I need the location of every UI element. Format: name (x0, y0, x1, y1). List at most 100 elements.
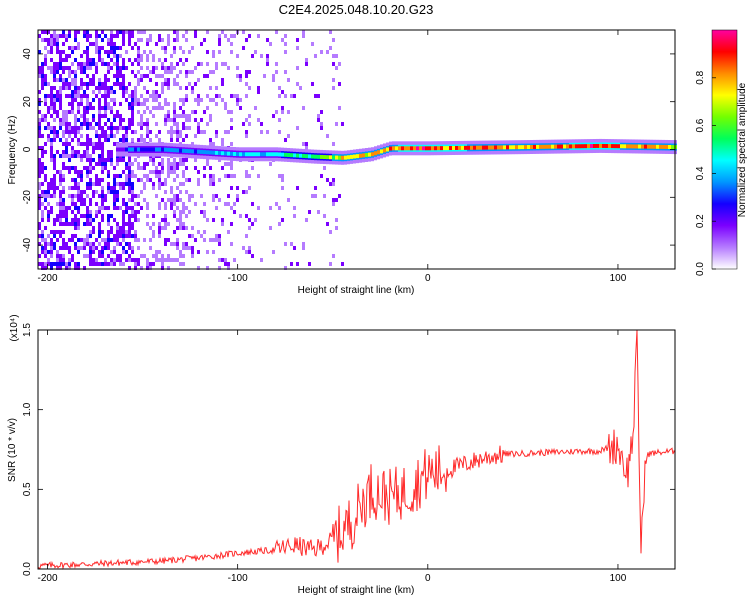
heatmap-cell (215, 206, 218, 210)
heatmap-cell (77, 66, 80, 70)
heatmap-cell (44, 242, 47, 246)
heatmap-cell (65, 126, 68, 130)
heatmap-cell (173, 118, 176, 122)
heatmap-cell (176, 126, 179, 130)
heatmap-ridge-cell (641, 144, 644, 149)
heatmap-cell (158, 234, 161, 238)
heatmap-cell (254, 50, 257, 54)
heatmap-cell (176, 82, 179, 86)
heatmap-cell (206, 62, 209, 66)
heatmap-cell (137, 178, 140, 182)
heatmap-cell (65, 242, 68, 246)
heatmap-cell (149, 138, 152, 142)
heatmap-cell (50, 130, 53, 134)
heatmap-cell (209, 138, 212, 142)
heatmap-cell (59, 50, 62, 54)
heatmap-cell (122, 66, 125, 70)
heatmap-cell (53, 262, 56, 266)
heatmap-cell (53, 158, 56, 162)
heatmap-cell (182, 246, 185, 250)
heatmap-ridge-cell (248, 152, 251, 157)
heatmap-cell (146, 266, 149, 270)
heatmap-cell (77, 186, 80, 190)
heatmap-ridge-cell (554, 144, 557, 149)
heatmap-cell (299, 86, 302, 90)
heatmap-cell (128, 82, 131, 86)
heatmap-cell (56, 218, 59, 222)
heatmap-cell (248, 226, 251, 230)
heatmap-cell (59, 214, 62, 218)
heatmap-cell (38, 242, 41, 246)
y-tick-label: 1.0 (22, 402, 33, 416)
heatmap-cell (155, 194, 158, 198)
heatmap-cell (107, 62, 110, 66)
heatmap-cell (182, 170, 185, 174)
heatmap-cell (122, 42, 125, 46)
heatmap-cell (83, 50, 86, 54)
heatmap-cell (95, 50, 98, 54)
heatmap-cell (125, 250, 128, 254)
heatmap-cell (167, 170, 170, 174)
heatmap-cell (128, 222, 131, 226)
heatmap-cell (89, 66, 92, 70)
heatmap-cell (113, 42, 116, 46)
heatmap-cell (89, 250, 92, 254)
heatmap-cell (104, 98, 107, 102)
heatmap-cell (194, 166, 197, 170)
heatmap-cell (128, 182, 131, 186)
heatmap-cell (269, 162, 272, 166)
heatmap-cell (161, 90, 164, 94)
heatmap-cell (164, 178, 167, 182)
heatmap-ridge-cell (644, 144, 647, 149)
heatmap-cell (209, 70, 212, 74)
heatmap-cell (245, 130, 248, 134)
heatmap-cell (137, 166, 140, 170)
heatmap-cell (134, 98, 137, 102)
heatmap-cell (89, 254, 92, 258)
heatmap-cell (86, 222, 89, 226)
heatmap-cell (272, 78, 275, 82)
heatmap-cell (248, 250, 251, 254)
heatmap-cell (65, 150, 68, 154)
heatmap-cell (74, 226, 77, 230)
heatmap-ridge-cell (590, 144, 593, 149)
heatmap-cell (83, 166, 86, 170)
heatmap-cell (185, 206, 188, 210)
spectrogram-y-axis-label: Frequency (Hz) (7, 116, 18, 185)
heatmap-ridge-cell (362, 153, 365, 158)
heatmap-cell (113, 114, 116, 118)
x-tick-label: -200 (37, 273, 57, 284)
heatmap-cell (269, 226, 272, 230)
heatmap-cell (92, 118, 95, 122)
heatmap-cell (110, 98, 113, 102)
heatmap-cell (104, 242, 107, 246)
heatmap-cell (68, 158, 71, 162)
heatmap-cell (80, 142, 83, 146)
heatmap-cell (62, 70, 65, 74)
heatmap-cell (137, 78, 140, 82)
heatmap-cell (182, 202, 185, 206)
colorbar-tick-label: 0.4 (695, 166, 706, 180)
heatmap-cell (113, 186, 116, 190)
heatmap-cell (338, 194, 341, 198)
heatmap-cell (146, 258, 149, 262)
heatmap-cell (77, 30, 80, 34)
heatmap-cell (53, 62, 56, 66)
heatmap-cell (200, 98, 203, 102)
heatmap-cell (248, 86, 251, 90)
heatmap-cell (47, 138, 50, 142)
heatmap-cell (185, 226, 188, 230)
heatmap-cell (77, 90, 80, 94)
heatmap-cell (101, 218, 104, 222)
heatmap-ridge-cell (338, 155, 341, 160)
heatmap-cell (92, 74, 95, 78)
heatmap-cell (125, 258, 128, 262)
heatmap-cell (131, 62, 134, 66)
heatmap-cell (98, 54, 101, 58)
heatmap-cell (50, 150, 53, 154)
heatmap-ridge-cell (410, 146, 413, 151)
heatmap-cell (230, 50, 233, 54)
heatmap-cells (38, 30, 677, 270)
heatmap-ridge-cell (215, 150, 218, 155)
heatmap-cell (152, 162, 155, 166)
